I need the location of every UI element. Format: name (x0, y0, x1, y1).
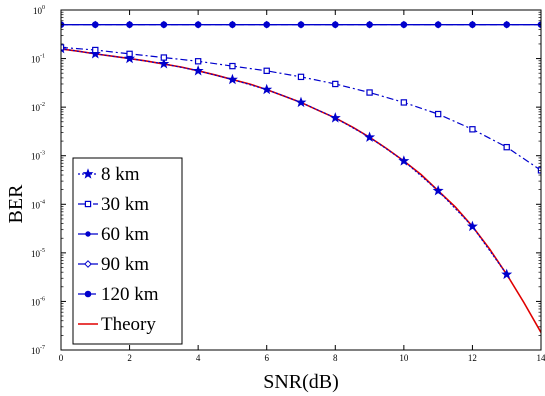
series-8km-point (364, 131, 376, 142)
series-30km-point (194, 58, 202, 65)
series-120km-point (91, 21, 99, 28)
x-tick-label: 14 (537, 353, 545, 363)
series-120km (61, 21, 541, 28)
legend-marker (84, 290, 92, 298)
series-30km-point (263, 67, 270, 75)
series-8km-line (61, 48, 508, 275)
legend-label: 30 km (101, 194, 149, 215)
series-30km-line (61, 46, 541, 171)
series-30km-point (92, 46, 99, 54)
series-30km (61, 44, 541, 174)
series-120km-point (126, 21, 133, 28)
legend-marker (85, 231, 91, 237)
series-8km-point (432, 184, 444, 196)
plot-area (61, 20, 541, 333)
series-30km-point (366, 89, 373, 96)
series-30km-point (400, 99, 408, 106)
series-8km-point (329, 112, 341, 123)
series-8km-point (466, 220, 478, 232)
y-tick-label: 10-2 (31, 102, 45, 113)
x-tick-label: 4 (196, 353, 201, 363)
legend-marker (82, 168, 94, 179)
series-120km-point (263, 21, 271, 28)
x-tick-label: 0 (59, 353, 64, 363)
series-30km-point (469, 126, 476, 133)
legend-label: Theory (101, 314, 156, 335)
series-8km-point (295, 96, 307, 108)
y-tick-label: 100 (33, 5, 45, 16)
series-120km-point (400, 21, 408, 28)
series-120km-point (366, 21, 373, 28)
series-8km-point (261, 83, 273, 95)
legend-label: 120 km (101, 284, 159, 305)
axes-box (60, 9, 542, 351)
series-30km-point (297, 73, 305, 81)
legend-item-8km: 8 km (78, 164, 140, 185)
series-8km-point (124, 52, 136, 64)
series-120km-point (160, 21, 168, 28)
series-120km-point (503, 21, 511, 28)
series-30km-point (229, 62, 236, 70)
series-120km-point (331, 21, 339, 28)
series-30km-point (503, 143, 510, 151)
series-8km-point (158, 58, 170, 69)
legend-item-120km: 120 km (78, 284, 159, 305)
legend-label: 60 km (101, 224, 149, 245)
series-120km-point (229, 21, 236, 28)
series-120km-point (297, 21, 305, 28)
series-120km-point (469, 21, 476, 28)
legend-box (72, 157, 183, 345)
x-tick-label: 12 (468, 353, 477, 363)
y-tick-label: 10-7 (31, 345, 45, 356)
y-tick-label: 10-3 (31, 151, 45, 162)
axes: 0 2 4 6 8 10 12 14 10-7 10-6 10-5 10-4 10-3 10-2 10-1 1… (31, 5, 545, 363)
legend-marker (84, 260, 92, 268)
y-tick-label: 10-4 (31, 199, 45, 210)
legend-label: 90 km (101, 254, 149, 275)
y-tick-label: 10-1 (31, 54, 45, 65)
series-120km-point (434, 21, 442, 28)
y-tick-label: 10-5 (31, 248, 45, 259)
series-30km-point (434, 110, 442, 118)
x-tick-label: 6 (264, 353, 269, 363)
legend-label: 8 km (101, 164, 140, 185)
series-8km-point (192, 65, 204, 76)
legend-item-theory: Theory (78, 314, 156, 335)
series-8km-point (398, 155, 410, 166)
y-axis-label: BER (5, 184, 27, 224)
y-tick-label: 10-6 (31, 296, 45, 307)
series-30km-point (126, 50, 133, 58)
x-axis-label: SNR(dB) (263, 371, 339, 393)
series-120km-point (194, 21, 202, 28)
x-tick-label: 2 (127, 353, 132, 363)
series-8km-point (89, 48, 101, 59)
legend-marker (84, 200, 92, 208)
legend-item-90km: 90 km (78, 254, 149, 275)
series-30km-point (160, 54, 168, 61)
legend-item-30km: 30 km (78, 194, 149, 215)
series-8km-point (226, 73, 238, 85)
series-8km-point (501, 268, 513, 280)
legend-item-60km: 60 km (78, 224, 149, 245)
series-30km-point (332, 80, 339, 88)
x-tick-label: 8 (333, 353, 338, 363)
legend: 8 km 30 km 60 km 90 km 120 km Theory (72, 157, 183, 345)
x-tick-label: 10 (399, 353, 409, 363)
